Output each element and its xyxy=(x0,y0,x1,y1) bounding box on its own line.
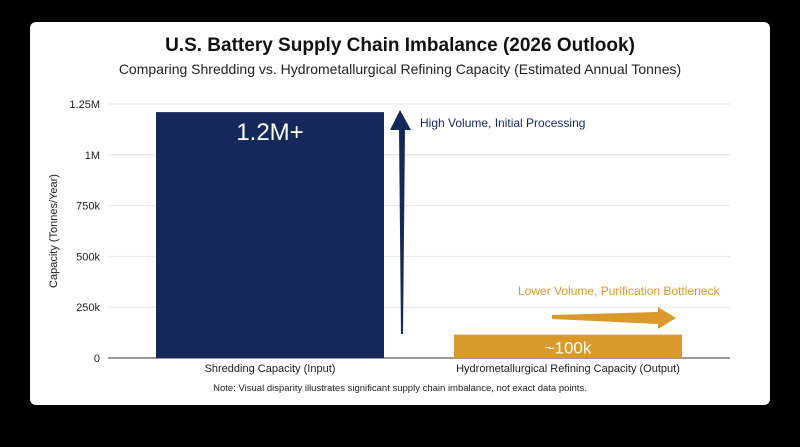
y-tick-label: 1.25M xyxy=(69,99,100,111)
category-label: Shredding Capacity (Input) xyxy=(205,363,336,375)
bar-2 xyxy=(454,334,682,358)
y-tick-label: 750k xyxy=(76,201,100,213)
annotation-bottleneck: Lower Volume, Purification Bottleneck xyxy=(518,284,720,298)
y-tick-label: 1M xyxy=(85,150,100,162)
chart-title: U.S. Battery Supply Chain Imbalance (202… xyxy=(165,35,635,56)
chart-note: Note: Visual disparity illustrates signi… xyxy=(213,383,587,394)
annotation-high-volume: High Volume, Initial Processing xyxy=(420,116,585,130)
up-arrow-icon xyxy=(390,110,411,334)
right-arrow-icon xyxy=(552,307,676,329)
y-tick-label: 0 xyxy=(94,353,100,365)
chart-plot: 0 250k 500k 750k 1M 1.25M Capacity (Tonnes/Yea… xyxy=(48,99,730,375)
y-axis-label: Capacity (Tonnes/Year) xyxy=(48,174,60,288)
chart-card: U.S. Battery Supply Chain Imbalance (202… xyxy=(30,22,770,405)
y-tick-label: 250k xyxy=(76,302,100,314)
data-label: 1.2M+ xyxy=(236,119,303,146)
data-label: ~100k xyxy=(545,339,592,358)
y-tick-label: 500k xyxy=(76,251,100,263)
bar-1 xyxy=(156,112,384,359)
chart-subtitle: Comparing Shredding vs. Hydrometallurgic… xyxy=(118,61,682,77)
category-label: Hydrometallurgical Refining Capacity (Ou… xyxy=(456,363,680,375)
